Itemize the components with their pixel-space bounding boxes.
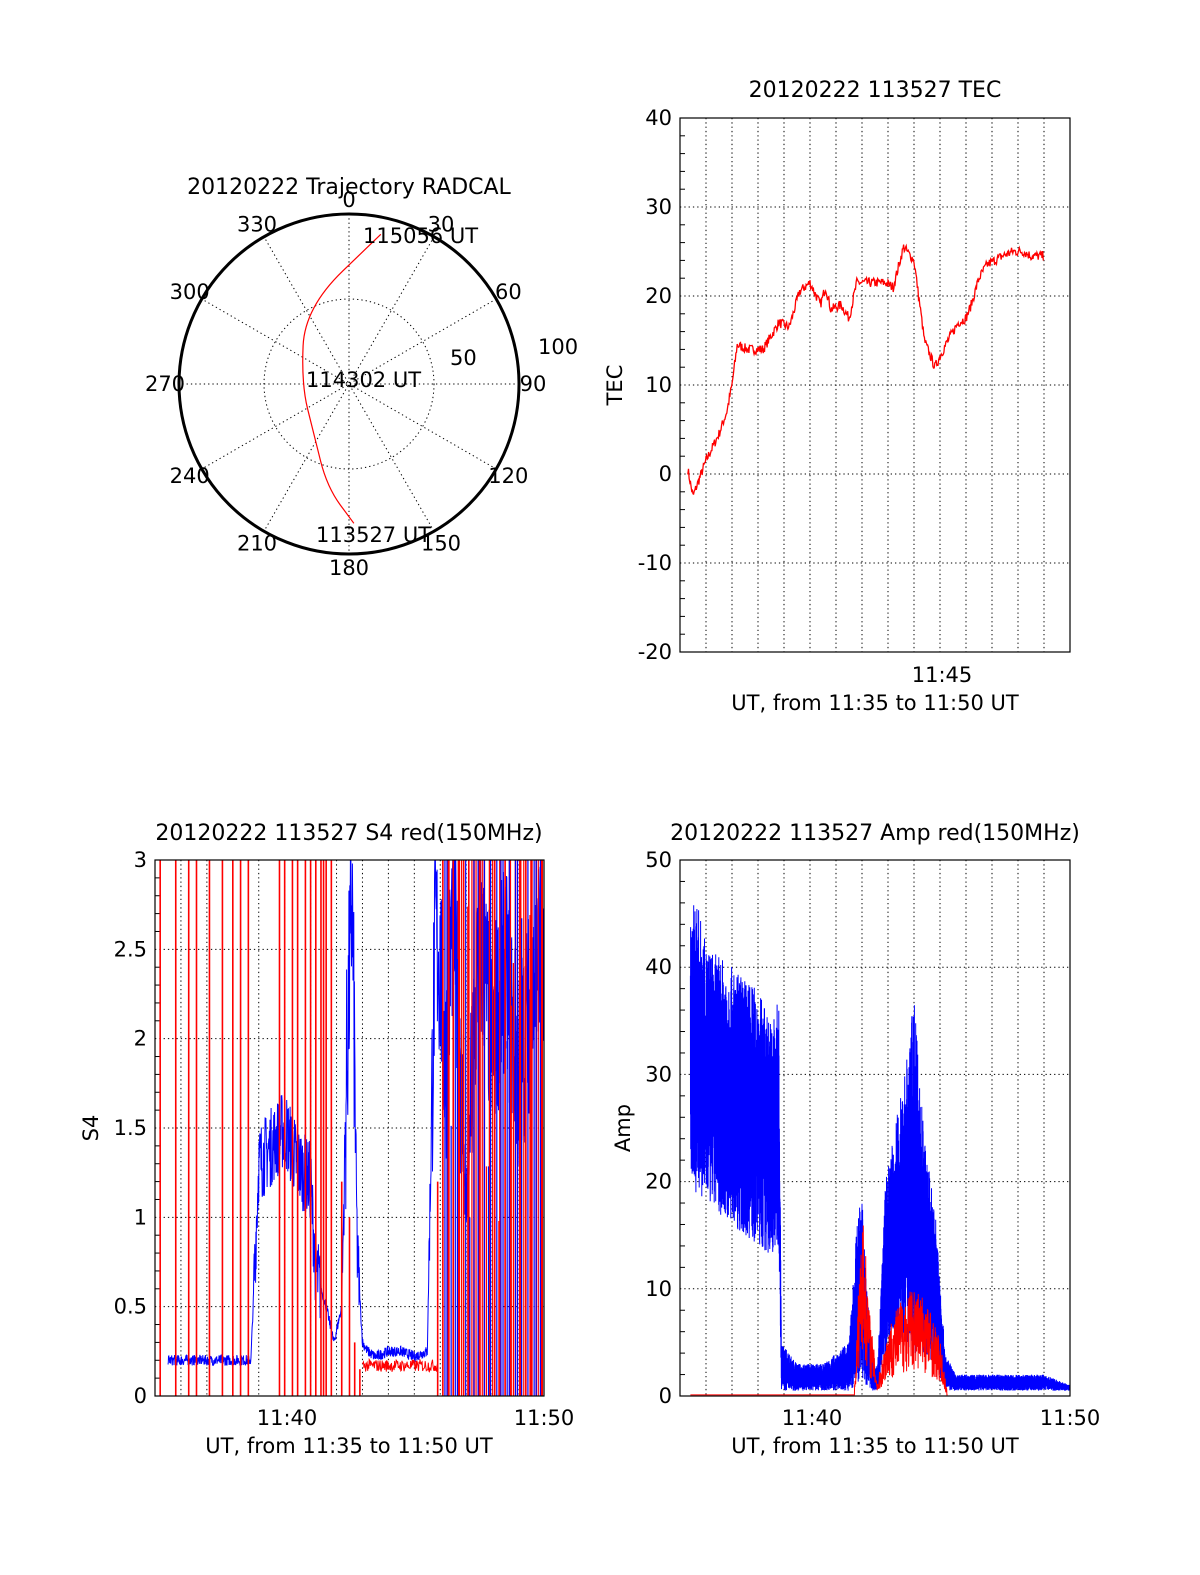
s4-y-tick-label: 2 [134,1027,147,1051]
polar-grid [179,214,519,554]
s4-y-tick-label: 0 [134,1384,147,1408]
amp-panel: 20120222 113527 Amp red(150MHz) 50 40 30 20… [611,821,1100,1458]
polar-angle-label-180: 180 [329,556,369,580]
s4-y-tick-label: 1.5 [114,1116,147,1140]
amp-y-tick-label: 10 [645,1277,672,1301]
s4-y-tick-label: 2.5 [114,937,147,961]
tec-y-tick-label: -20 [638,640,672,664]
s4-y-axis-label: S4 [79,1115,103,1142]
tec-title: 20120222 113527 TEC [749,78,1002,103]
amp-y-tick-label: 0 [659,1384,672,1408]
polar-angle-label-0: 0 [342,188,355,212]
polar-grid-spoke [263,236,435,532]
polar-angle-label-240: 240 [170,464,210,488]
s4-title: 20120222 113527 S4 red(150MHz) [155,821,542,846]
amp-x-tick-label-1150: 11:50 [1040,1406,1101,1430]
polar-radial-label-50: 50 [450,346,477,370]
tec-y-tick-label: -10 [638,551,672,575]
amp-series-red [690,1225,948,1396]
tec-y-tick-label: 20 [645,284,672,308]
s4-y-tick-label: 0.5 [114,1295,147,1319]
amp-series-blue [689,905,1071,1391]
amp-y-tick-label: 50 [645,848,672,872]
polar-angle-labels: 0 30 60 90 120 150 180 210 240 270 300 330 [145,188,546,580]
tec-y-tick-label: 10 [645,373,672,397]
s4-y-tick-label: 3 [134,848,147,872]
s4-x-tick-label-1140: 11:40 [257,1406,318,1430]
amp-y-tick-label: 20 [645,1170,672,1194]
amp-y-tick-label: 40 [645,955,672,979]
tec-y-tick-label: 0 [659,462,672,486]
s4-y-tick-label: 1 [134,1205,147,1229]
amp-series [689,905,1071,1396]
s4-series-red [362,1357,439,1373]
polar-angle-label-270: 270 [145,372,185,396]
tec-grid [680,118,1070,652]
s4-panel: 20120222 113527 S4 red(150MHz) 3 2.5 2 1.5 1… [79,821,574,1458]
s4-plot-frame [154,859,545,1397]
amp-y-axis-label: Amp [611,1104,635,1152]
polar-angle-label-330: 330 [237,213,277,237]
polar-grid-spoke [263,236,435,532]
s4-x-tick-label-1150: 11:50 [514,1406,575,1430]
polar-grid-spoke [201,298,497,470]
tec-plot-frame [679,117,1071,653]
polar-outer-ring [177,212,521,556]
s4-series [159,859,545,1396]
polar-grid-spoke [201,298,497,470]
polar-angle-label-300: 300 [170,280,210,304]
polar-trajectory-line [302,233,382,524]
polar-title: 20120222 Trajectory RADCAL [187,175,511,200]
tec-y-tick-labels: 40 30 20 10 0 -10 -20 [638,106,672,664]
amp-x-axis-label: UT, from 11:35 to 11:50 UT [731,1434,1019,1458]
amp-title: 20120222 113527 Amp red(150MHz) [670,821,1080,846]
s4-x-axis-label: UT, from 11:35 to 11:50 UT [205,1434,493,1458]
polar-angle-label-30: 30 [428,213,455,237]
polar-annotation-end: 115056 UT [363,224,478,248]
polar-radial-label-100: 100 [538,335,578,359]
polar-angle-label-150: 150 [421,531,461,555]
polar-angle-label-210: 210 [237,531,277,555]
tec-y-tick-label: 40 [645,106,672,130]
tec-y-axis-label: TEC [603,365,627,407]
s4-y-tick-labels: 3 2.5 2 1.5 1 0.5 0 [114,848,147,1408]
polar-annotation-start: 113527 UT [316,523,431,547]
tec-x-tick-label: 11:45 [912,663,973,687]
amp-x-tick-label-1140: 11:40 [782,1406,843,1430]
tec-x-axis-label: UT, from 11:35 to 11:50 UT [731,691,1019,715]
tec-panel: 20120222 113527 TEC 40 30 20 10 0 -10 -20 11:4… [603,78,1071,715]
amp-plot-frame [679,859,1071,1397]
polar-angle-label-60: 60 [495,280,522,304]
tec-series-line [687,243,1044,496]
s4-series-blue [167,859,545,1367]
amp-y-tick-labels: 50 40 30 20 10 0 [645,848,672,1408]
polar-panel: 20120222 Trajectory RADCAL 0 30 60 90 120 150… [145,175,578,580]
amp-y-tick-label: 30 [645,1062,672,1086]
tec-y-tick-label: 30 [645,195,672,219]
polar-angle-label-120: 120 [488,464,528,488]
polar-angle-label-90: 90 [520,372,547,396]
polar-annotation-mid: 114302 UT [306,368,421,392]
